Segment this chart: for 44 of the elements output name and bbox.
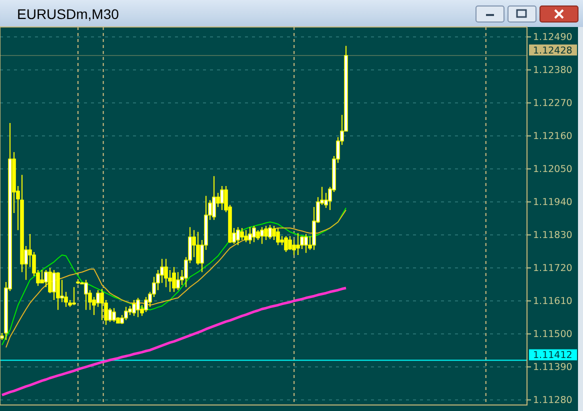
ref-line-label: 1.12428 — [533, 45, 572, 56]
chart-title: EURUSDm,M30 — [17, 6, 120, 22]
y-tick-label: 1.11280 — [533, 395, 572, 406]
candlestick — [304, 234, 308, 254]
candlestick — [236, 226, 240, 246]
y-tick-label: 1.12380 — [533, 65, 572, 76]
candlestick — [132, 300, 136, 316]
y-tick-label: 1.12270 — [533, 98, 572, 110]
candlestick — [196, 231, 200, 266]
y-tick-label: 1.11720 — [533, 263, 572, 274]
y-tick-label: 1.11500 — [533, 329, 572, 340]
y-tick-label: 1.12490 — [533, 32, 572, 44]
candlestick — [176, 272, 180, 291]
candlestick — [248, 226, 252, 244]
candlestick — [136, 297, 140, 318]
candlestick — [240, 228, 244, 240]
candlestick — [172, 266, 176, 292]
candlestick — [212, 176, 216, 220]
candlestick — [112, 308, 116, 322]
line-series — [0, 286, 348, 396]
candlestick — [276, 228, 280, 246]
y-tick-label: 1.11940 — [533, 197, 572, 208]
candlestick — [252, 225, 256, 243]
candlestick — [296, 232, 300, 256]
ref-line-label: 1.11412 — [533, 350, 572, 362]
candlestick — [124, 306, 128, 321]
candlestick — [268, 224, 272, 240]
y-tick-label: 1.12050 — [533, 164, 572, 176]
candlestick — [52, 270, 56, 300]
candlestick — [264, 225, 268, 240]
candlestick — [260, 226, 264, 244]
y-tick-label: 1.11390 — [533, 362, 572, 374]
candlestick — [72, 286, 76, 306]
candlestick — [84, 279, 88, 310]
candlestick — [284, 236, 288, 252]
candlestick — [40, 270, 44, 284]
y-tick-label: 1.12160 — [533, 131, 572, 142]
candlestick — [220, 186, 224, 210]
y-tick-label: 1.11610 — [533, 296, 572, 308]
candlestick — [244, 230, 248, 243]
candlestick — [164, 258, 168, 288]
candlestick — [256, 230, 260, 240]
candlestick — [100, 288, 104, 321]
y-tick-label: 1.11830 — [533, 230, 572, 242]
